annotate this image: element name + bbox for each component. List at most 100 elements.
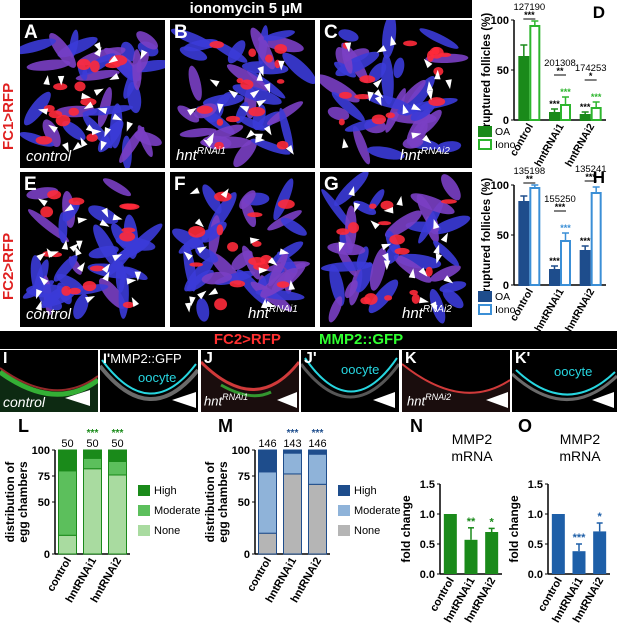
arrowhead-icon (411, 132, 422, 139)
arrowhead-icon (35, 289, 43, 300)
rfp-signal (229, 280, 246, 288)
panel-K2: K' oocyte (512, 350, 617, 412)
arrowhead-icon (184, 302, 192, 313)
arrowhead-icon (108, 55, 119, 64)
rfp-signal (225, 115, 241, 123)
rfp-signal (247, 212, 263, 218)
follicle-shape (431, 215, 471, 235)
follicle-shape (321, 188, 354, 231)
arrowhead-icon (433, 244, 440, 255)
significance-mark: *** (573, 532, 587, 544)
egg-image-K (402, 363, 510, 412)
rfp-signal (347, 222, 360, 234)
arrowhead-icon (257, 66, 264, 77)
follicle-shape (178, 228, 215, 254)
significance-mark: * (598, 511, 603, 523)
follicle-shape (30, 255, 44, 297)
follicle-image-A (20, 29, 165, 168)
follicle-shape (183, 39, 219, 52)
rfp-signal (86, 133, 98, 142)
chart-title: MMP2 (452, 431, 493, 447)
rfp-signal (371, 114, 387, 125)
n-label: 50 (111, 438, 123, 450)
y-tick-label: 0.0 (420, 569, 435, 581)
arrowhead-icon (104, 127, 111, 138)
arrowhead-icon (62, 142, 69, 153)
significance-mark: *** (549, 99, 560, 109)
rfp-signal (429, 46, 444, 59)
bar (549, 269, 560, 286)
follicle-shape (53, 255, 78, 282)
rfp-signal (89, 265, 105, 272)
arrowhead-icon (418, 296, 429, 304)
arrowhead-icon (434, 69, 441, 80)
rfp-signal (53, 83, 68, 91)
rfp-signal (188, 225, 206, 238)
rfp-signal (425, 266, 433, 277)
arrowhead-icon (72, 142, 83, 151)
arrowhead-icon (134, 271, 142, 282)
follicle-shape (226, 64, 269, 92)
rfp-signal (214, 141, 224, 150)
bar (579, 114, 591, 121)
arrowhead-icon (256, 71, 263, 81)
follicle-shape (410, 101, 436, 121)
bar (529, 25, 541, 121)
rfp-signal (76, 58, 91, 70)
arrowhead-icon (252, 133, 263, 140)
follicle-shape (42, 119, 61, 148)
n-label: 146 (258, 438, 276, 450)
arrowhead-icon (433, 219, 440, 230)
legend-swatch (138, 485, 150, 496)
legend-swatch (138, 505, 150, 516)
cond-I: control (3, 394, 46, 410)
arrowhead-icon (265, 300, 276, 308)
arrowhead-icon (220, 188, 229, 199)
arrowhead-icon (338, 241, 345, 252)
mid-banner: FC2>RFP MMP2::GFP (0, 331, 617, 349)
follicle-shape (280, 217, 307, 236)
stacked-segment (58, 449, 77, 472)
y-tick-label: 0.5 (420, 539, 435, 551)
bar (560, 104, 571, 121)
arrowhead-icon (264, 83, 271, 94)
stacked-segment (283, 449, 302, 454)
panel-F: F hntRNAi1 (170, 172, 315, 327)
rfp-signal (276, 140, 289, 150)
follicle-image-B (170, 25, 315, 168)
legend-swatch (478, 291, 492, 302)
follicle-shape (88, 205, 119, 224)
follicle-shape (430, 265, 461, 282)
significance-mark: *** (312, 428, 324, 439)
significance-mark: *** (112, 428, 124, 439)
panel-A: A control (20, 20, 165, 168)
rfp-signal (40, 206, 54, 218)
arrowhead-icon (39, 276, 49, 286)
significance-mark: ** (556, 66, 564, 76)
arrowhead-icon (112, 213, 123, 221)
arrowhead-icon (140, 49, 148, 60)
y-tick-label: 75 (238, 471, 250, 483)
significance-mark: *** (287, 428, 299, 439)
legend-swatch (138, 525, 150, 536)
rfp-signal (265, 54, 273, 63)
x-tick-label: hntRNAi1 (532, 121, 566, 169)
legend-label: Moderate (354, 505, 400, 517)
rfp-signal (248, 106, 266, 117)
arrowhead-icon (418, 267, 428, 277)
stacked-segment (258, 471, 277, 534)
panel-letter-C: C (324, 22, 338, 43)
arrowhead-icon (445, 79, 452, 90)
y-tick-label: 100 (32, 445, 50, 457)
rfp-signal (277, 199, 295, 209)
follicle-shape (329, 264, 345, 307)
rfp-signal (403, 40, 418, 47)
oocyte-label-J2: oocyte (341, 362, 380, 377)
legend-swatch (338, 485, 350, 496)
arrowhead-icon (256, 99, 267, 107)
panel-letter: N (410, 416, 423, 436)
panel-B: B hntRNAi1 (170, 20, 315, 168)
arrowhead-icon (206, 132, 214, 143)
cond-A: control (26, 148, 72, 165)
significance-mark: * (589, 71, 593, 81)
